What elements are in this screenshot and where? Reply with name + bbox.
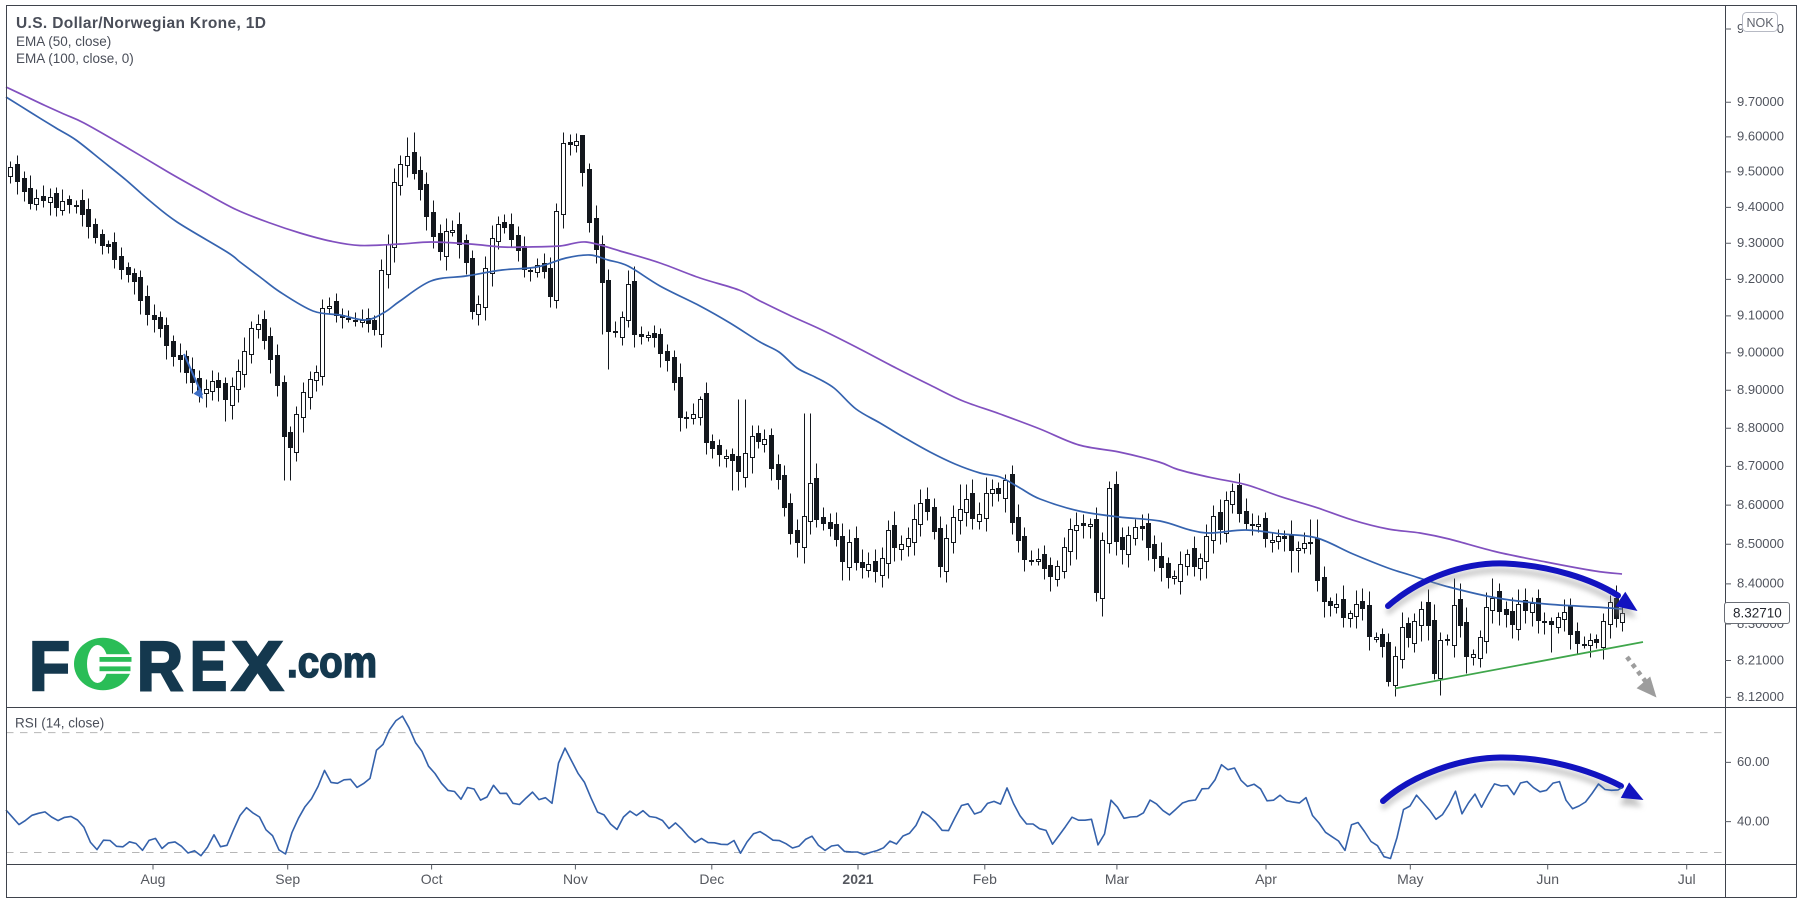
svg-text:.com: .com [287,638,377,687]
svg-text:NOK: NOK [1746,16,1774,30]
svg-text:Jul: Jul [1678,871,1696,887]
svg-text:F: F [29,627,70,705]
svg-text:2021: 2021 [842,871,873,887]
svg-text:U.S. Dollar/Norwegian Krone, 1: U.S. Dollar/Norwegian Krone, 1D [16,15,266,32]
svg-text:8.60000: 8.60000 [1737,497,1784,512]
svg-text:8.50000: 8.50000 [1737,536,1784,551]
svg-text:9.30000: 9.30000 [1737,235,1784,250]
svg-text:Apr: Apr [1255,871,1277,887]
svg-text:RSI (14, close): RSI (14, close) [15,716,104,731]
svg-text:Feb: Feb [973,871,997,887]
svg-text:EMA (50, close): EMA (50, close) [16,34,111,49]
svg-text:X: X [232,627,283,705]
svg-text:8.32710: 8.32710 [1733,606,1782,621]
svg-text:Mar: Mar [1105,871,1129,887]
svg-text:40.00: 40.00 [1737,813,1770,828]
svg-text:9.70000: 9.70000 [1737,94,1784,109]
svg-text:E: E [190,627,227,705]
svg-text:Nov: Nov [563,871,588,887]
svg-text:8.12000: 8.12000 [1737,689,1784,704]
svg-text:8.70000: 8.70000 [1737,458,1784,473]
svg-text:Jun: Jun [1536,871,1559,887]
svg-text:9.40000: 9.40000 [1737,199,1784,214]
svg-text:9.50000: 9.50000 [1737,164,1784,179]
svg-text:8.40000: 8.40000 [1737,576,1784,591]
svg-text:May: May [1397,871,1423,887]
svg-text:9.00000: 9.00000 [1737,345,1784,360]
svg-text:9.10000: 9.10000 [1737,308,1784,323]
svg-text:Dec: Dec [699,871,724,887]
svg-text:8.90000: 8.90000 [1737,382,1784,397]
svg-text:Oct: Oct [421,871,443,887]
svg-text:9.20000: 9.20000 [1737,271,1784,286]
svg-text:9.60000: 9.60000 [1737,129,1784,144]
svg-text:8.21000: 8.21000 [1737,652,1784,667]
svg-text:60.00: 60.00 [1737,754,1770,769]
svg-text:R: R [137,627,183,705]
svg-text:Aug: Aug [141,871,166,887]
svg-text:8.80000: 8.80000 [1737,420,1784,435]
svg-text:Sep: Sep [275,871,300,887]
svg-text:EMA (100, close, 0): EMA (100, close, 0) [16,51,134,66]
